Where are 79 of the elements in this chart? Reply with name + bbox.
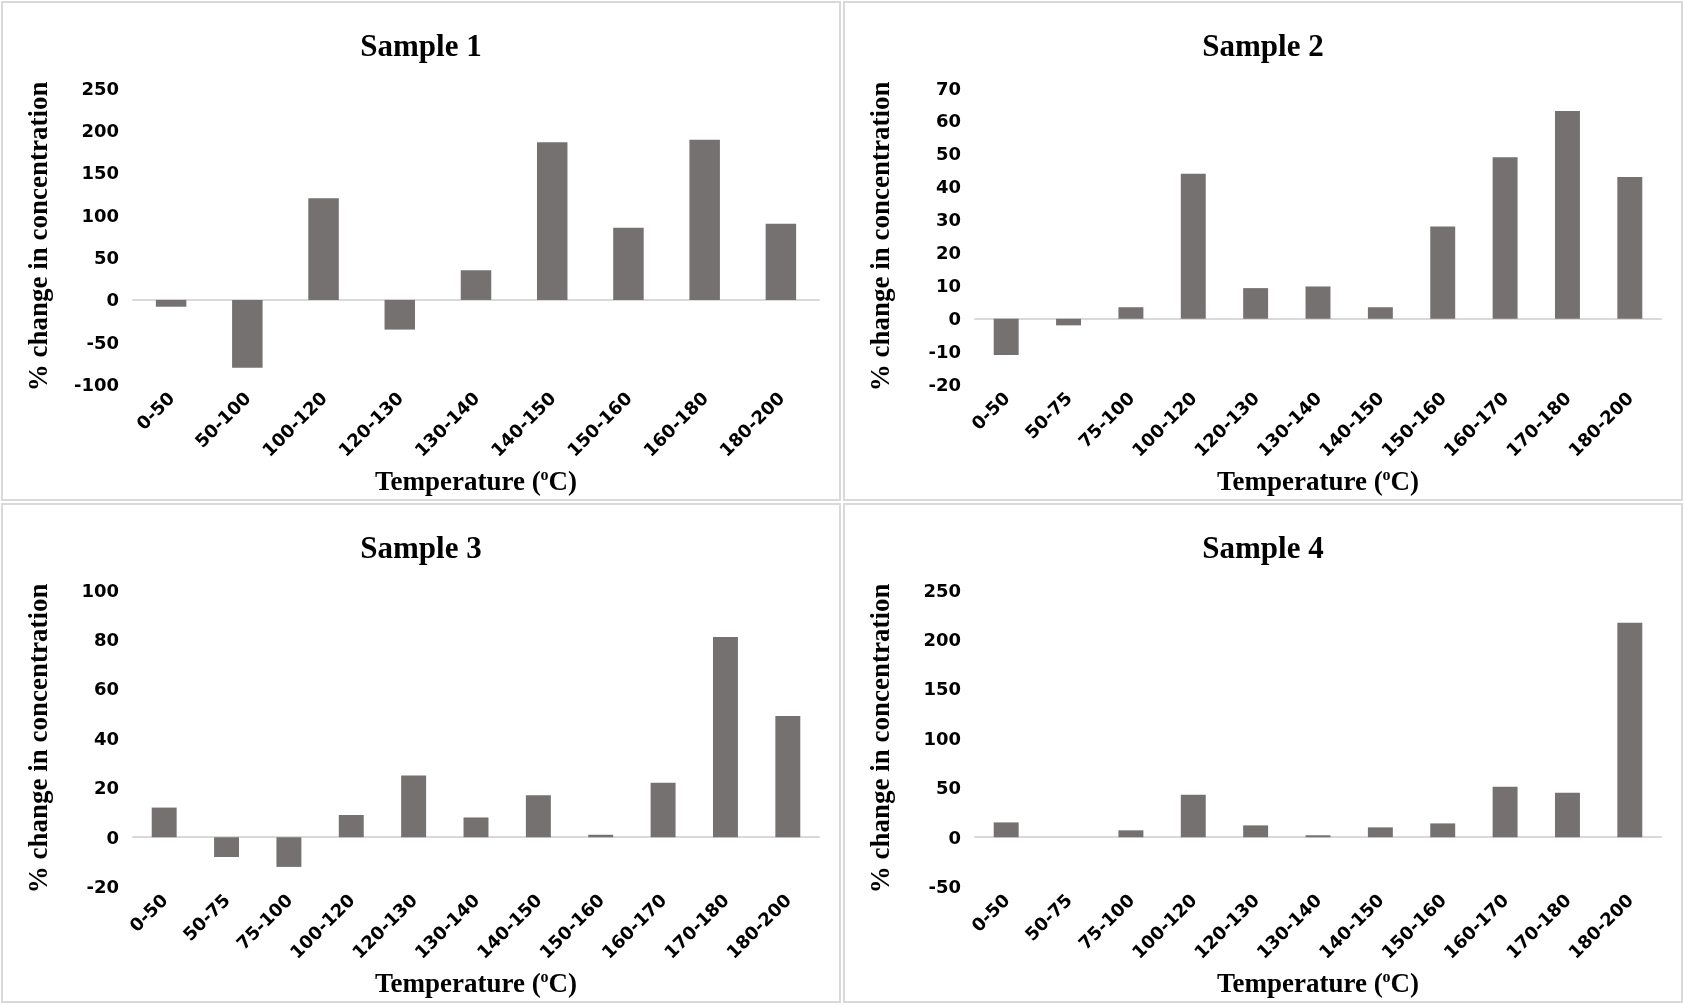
y-tick-label: 200 [923, 628, 961, 650]
bar [525, 795, 551, 838]
y-tick-label: 60 [93, 678, 119, 700]
y-tick-label: 80 [93, 628, 119, 650]
y-tick-label: -100 [73, 374, 119, 396]
bar [1305, 286, 1331, 319]
y-tick-label: 0 [106, 289, 119, 311]
y-tick-label: 0 [948, 826, 961, 848]
bar [993, 318, 1019, 356]
bar [232, 299, 263, 368]
y-tick-label: 200 [81, 119, 119, 141]
y-tick-label: 250 [81, 77, 119, 99]
chart-title: Sample 3 [360, 530, 482, 565]
bar [712, 636, 738, 838]
y-tick-label: -20 [928, 374, 961, 396]
y-axis-title: % change in concentration [864, 583, 895, 894]
y-tick-label: 40 [935, 176, 961, 198]
chart-title: Sample 1 [360, 28, 482, 63]
y-tick-label: 100 [923, 727, 961, 749]
bar [1430, 823, 1456, 838]
y-tick-label: 50 [935, 143, 961, 165]
bar [155, 299, 187, 307]
chart-title: Sample 4 [1202, 530, 1324, 565]
bar [689, 139, 720, 300]
y-tick-label: 50 [93, 247, 119, 269]
y-tick-label: 30 [935, 209, 961, 231]
bar [276, 837, 302, 867]
bar [650, 782, 676, 838]
y-tick-label: -10 [928, 341, 961, 363]
bar [1118, 830, 1144, 838]
y-tick-label: -20 [86, 876, 119, 898]
y-tick-label: 100 [81, 204, 119, 226]
bar [1430, 226, 1456, 319]
bar [401, 775, 427, 838]
bar [1617, 177, 1643, 319]
y-tick-label: 150 [923, 678, 961, 700]
y-tick-label: 0 [106, 826, 119, 848]
bar [1243, 825, 1269, 838]
bar [463, 817, 489, 838]
y-tick-label: 50 [935, 777, 961, 799]
bar [993, 822, 1019, 838]
bar [536, 142, 568, 300]
bar [1118, 307, 1144, 319]
bar [1554, 792, 1580, 838]
bar [1367, 307, 1393, 319]
y-tick-label: 150 [81, 162, 119, 184]
bar [308, 198, 339, 300]
y-tick-label: 10 [935, 275, 961, 297]
bar [765, 223, 797, 300]
bar [338, 814, 364, 838]
bar [613, 227, 644, 300]
bar [1180, 794, 1206, 838]
y-tick-label: 250 [923, 579, 961, 601]
bar [460, 270, 492, 300]
bar [775, 716, 801, 838]
y-axis-title: % change in concentration [864, 81, 895, 392]
bar [151, 807, 177, 838]
y-tick-label: 40 [93, 727, 119, 749]
y-tick-label: 100 [81, 579, 119, 601]
y-tick-label: -50 [86, 331, 119, 353]
y-tick-label: 60 [935, 110, 961, 132]
bar [1617, 622, 1643, 838]
bar [1492, 786, 1518, 838]
y-axis-title: % change in concentration [22, 81, 53, 392]
bar [1243, 288, 1269, 319]
y-axis-title: % change in concentration [22, 583, 53, 894]
y-tick-label: -50 [928, 876, 961, 898]
y-tick-label: 20 [935, 242, 961, 264]
y-tick-label: 20 [93, 777, 119, 799]
bar [1554, 111, 1580, 319]
bar [1056, 318, 1082, 326]
bar [1492, 157, 1518, 319]
y-tick-label: 70 [935, 77, 961, 99]
bar [1367, 827, 1393, 838]
chart-title: Sample 2 [1202, 28, 1324, 63]
bar [214, 837, 240, 858]
bar [1180, 173, 1206, 319]
bar [384, 299, 416, 330]
y-tick-label: 0 [948, 308, 961, 330]
